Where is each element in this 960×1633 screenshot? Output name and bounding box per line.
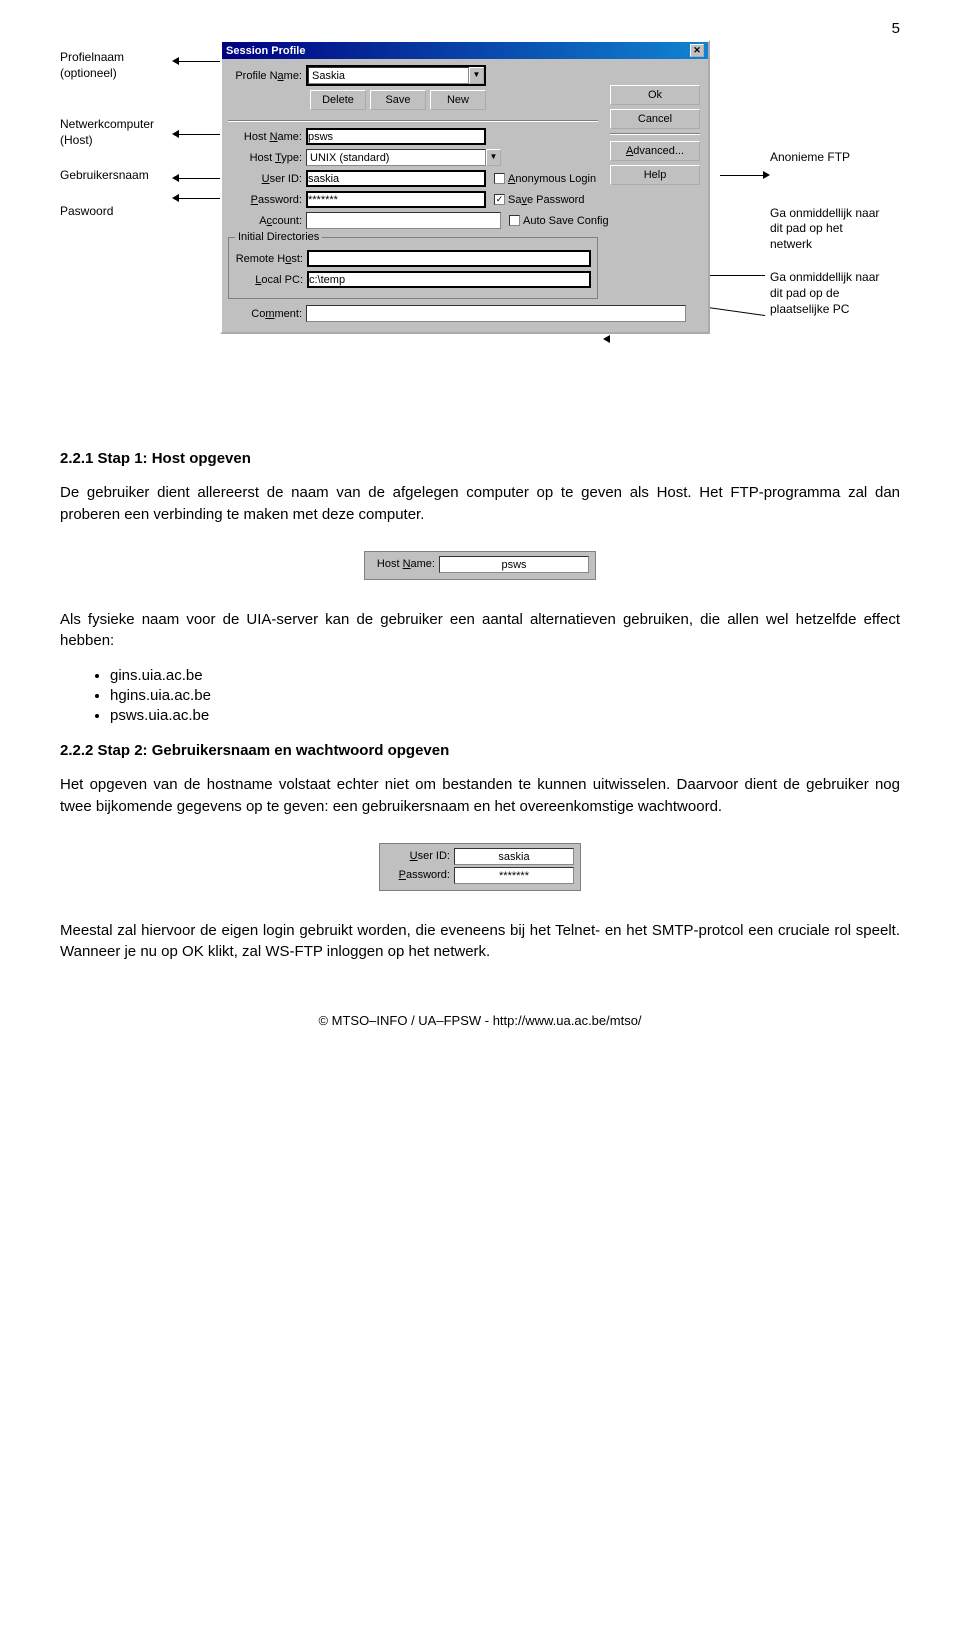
annotated-dialog-figure: Profielnaam (optioneel) Netwerkcomputer … bbox=[60, 40, 900, 420]
advanced-button[interactable]: Advanced... bbox=[610, 141, 700, 161]
sec-222-heading: 2.2.2 Stap 2: Gebruikersnaam en wachtwoo… bbox=[60, 742, 900, 759]
remote-host-input[interactable] bbox=[307, 250, 591, 267]
ok-button[interactable]: Ok bbox=[610, 85, 700, 105]
snippet-password-value: ******* bbox=[454, 867, 574, 884]
list-item: hgins.uia.ac.be bbox=[110, 687, 900, 704]
snippet-host-value: psws bbox=[439, 556, 589, 573]
snippet-userid-label: User ID: bbox=[386, 850, 454, 862]
login-para: Meestal zal hiervoor de eigen login gebr… bbox=[60, 920, 900, 964]
cancel-button[interactable]: Cancel bbox=[610, 109, 700, 129]
comment-label: Comment: bbox=[228, 308, 306, 320]
annot-gebruikersnaam: Gebruikersnaam bbox=[60, 168, 200, 184]
hostname-list: gins.uia.ac.be hgins.uia.ac.be psws.uia.… bbox=[60, 667, 900, 724]
user-id-label: User ID: bbox=[228, 173, 306, 185]
sec-221-heading: 2.2.1 Stap 1: Host opgeven bbox=[60, 450, 900, 467]
page-number: 5 bbox=[892, 20, 900, 37]
anon-login-checkbox[interactable]: Anonymous Login bbox=[494, 173, 596, 185]
local-pc-input[interactable]: c:\temp bbox=[307, 271, 591, 288]
list-item: gins.uia.ac.be bbox=[110, 667, 900, 684]
annot-anonieme-ftp: Anonieme FTP bbox=[770, 150, 940, 166]
profile-name-dropdown-icon[interactable]: ▼ bbox=[469, 67, 484, 84]
annot-netwerkcomputer: Netwerkcomputer (Host) bbox=[60, 117, 200, 148]
remote-host-label: Remote Host: bbox=[235, 253, 307, 265]
local-pc-label: Local PC: bbox=[235, 274, 307, 286]
sec-222-para: Het opgeven van de hostname volstaat ech… bbox=[60, 774, 900, 818]
host-name-snippet: Host Name: psws bbox=[364, 551, 596, 580]
host-name-label: Host Name: bbox=[228, 131, 306, 143]
profile-name-input[interactable]: Saskia bbox=[308, 67, 469, 84]
auto-save-checkbox[interactable]: Auto Save Config bbox=[509, 215, 609, 227]
host-type-dropdown-icon[interactable]: ▼ bbox=[486, 149, 501, 166]
password-label: Password: bbox=[228, 194, 306, 206]
snippet-host-label: Host Name: bbox=[371, 558, 439, 570]
alternatives-para: Als fysieke naam voor de UIA-server kan … bbox=[60, 609, 900, 653]
comment-input[interactable] bbox=[306, 305, 686, 322]
save-button[interactable]: Save bbox=[370, 90, 426, 110]
page-footer: © MTSO–INFO / UA–FPSW - http://www.ua.ac… bbox=[60, 1013, 900, 1028]
delete-button[interactable]: Delete bbox=[310, 90, 366, 110]
host-type-select[interactable]: UNIX (standard) bbox=[306, 149, 486, 166]
initial-directories-group: Remote Host: Local PC: c:\temp bbox=[228, 237, 598, 299]
close-icon[interactable]: ✕ bbox=[690, 44, 704, 57]
session-profile-dialog: Session Profile ✕ Profile Name: Saskia ▼… bbox=[220, 40, 710, 334]
annot-pad-pc: Ga onmiddellijk naar dit pad op de plaat… bbox=[770, 270, 940, 317]
annot-paswoord: Paswoord bbox=[60, 204, 200, 220]
annot-profielnaam: Profielnaam (optioneel) bbox=[60, 50, 200, 81]
userid-password-snippet: User ID: saskia Password: ******* bbox=[379, 843, 581, 891]
user-id-input[interactable]: saskia bbox=[306, 170, 486, 187]
sec-221-para: De gebruiker dient allereerst de naam va… bbox=[60, 482, 900, 526]
host-name-input[interactable]: psws bbox=[306, 128, 486, 145]
dialog-title: Session Profile bbox=[226, 45, 305, 57]
list-item: psws.uia.ac.be bbox=[110, 707, 900, 724]
snippet-password-label: Password: bbox=[386, 869, 454, 881]
help-button[interactable]: Help bbox=[610, 165, 700, 185]
host-type-label: Host Type: bbox=[228, 152, 306, 164]
annot-pad-netwerk: Ga onmiddellijk naar dit pad op het netw… bbox=[770, 206, 940, 253]
profile-name-label: Profile Name: bbox=[228, 70, 306, 82]
account-input[interactable] bbox=[306, 212, 501, 229]
password-input[interactable]: ******* bbox=[306, 191, 486, 208]
save-password-checkbox[interactable]: Save Password bbox=[494, 194, 584, 206]
new-button[interactable]: New bbox=[430, 90, 486, 110]
snippet-userid-value: saskia bbox=[454, 848, 574, 865]
account-label: Account: bbox=[228, 215, 306, 227]
